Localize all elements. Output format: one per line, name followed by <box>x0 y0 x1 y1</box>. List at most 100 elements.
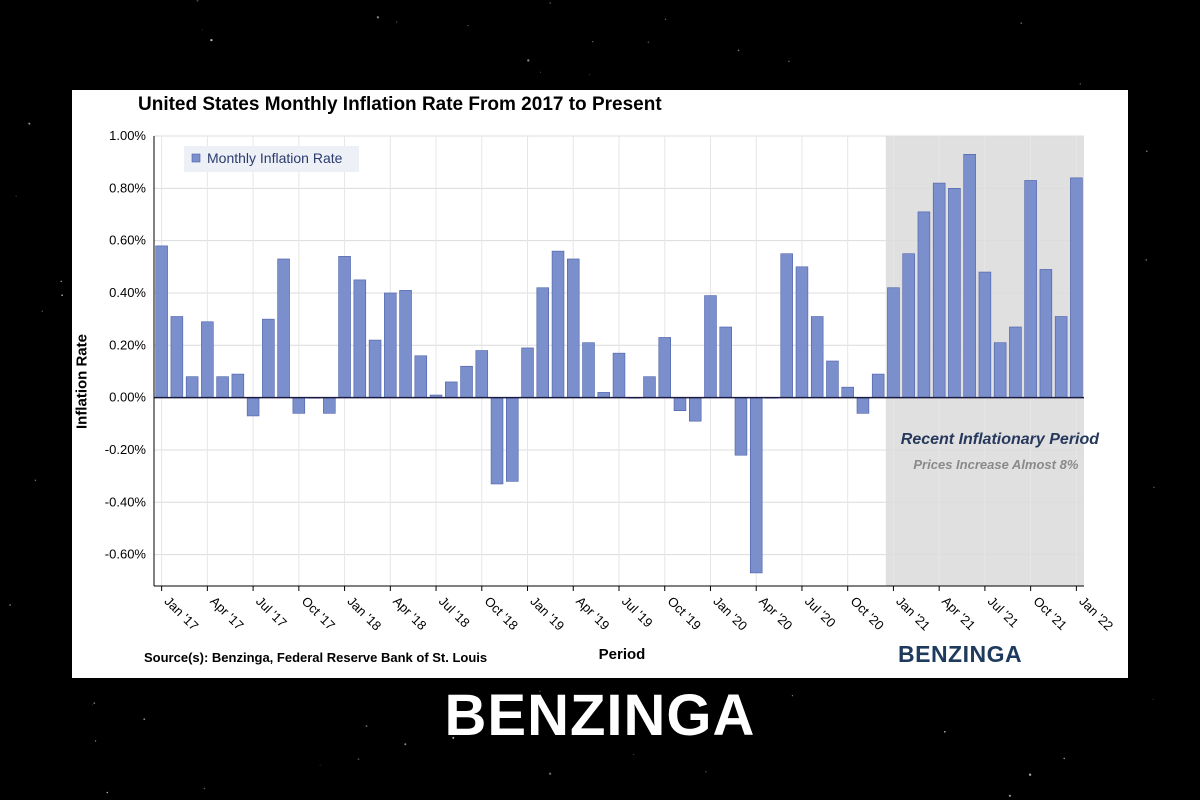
x-tick-label: Apr '20 <box>756 594 795 633</box>
benzinga-logo-large: BENZINGA <box>444 683 756 748</box>
star <box>396 21 398 23</box>
bar-nov-19 <box>673 397 687 412</box>
legend-swatch <box>191 153 201 163</box>
star <box>647 41 650 43</box>
star <box>549 2 552 4</box>
highlight-annotation-title: Recent Inflationary Period <box>901 431 1100 448</box>
star <box>467 25 469 26</box>
x-tick-label: Jul '20 <box>802 594 839 631</box>
bar-jul-17 <box>246 397 260 417</box>
x-tick-label: Apr '19 <box>573 594 612 633</box>
x-tick-label: Apr '21 <box>939 594 978 633</box>
star <box>788 60 790 63</box>
star <box>365 725 368 727</box>
bar-aug-18 <box>445 381 458 398</box>
bar-jan-22 <box>1070 177 1083 398</box>
y-tick-label: 1.00% <box>109 128 146 143</box>
star <box>92 704 94 706</box>
bar-dec-19 <box>688 397 702 422</box>
bar-may-19 <box>582 342 595 398</box>
star <box>15 195 17 197</box>
star <box>737 49 740 52</box>
star <box>527 59 530 62</box>
bar-nov-18 <box>490 397 504 485</box>
star <box>539 71 541 73</box>
bar-feb-17 <box>170 316 184 398</box>
bar-jun-19 <box>597 392 610 398</box>
star <box>705 771 707 773</box>
star <box>647 724 649 726</box>
star <box>60 280 62 283</box>
bar-apr-18 <box>384 292 397 398</box>
y-tick-label: 0.20% <box>109 337 146 352</box>
chart-card: United States Monthly Inflation Rate Fro… <box>72 90 1128 678</box>
star <box>1020 22 1023 25</box>
x-tick-label: Jul '21 <box>985 594 1022 631</box>
bar-oct-21 <box>1024 180 1037 398</box>
star <box>106 791 109 794</box>
x-tick-label: Jan '19 <box>527 594 567 634</box>
x-tick-label: Jan '17 <box>162 594 202 634</box>
y-tick-label: 0.60% <box>109 233 146 248</box>
bar-may-17 <box>216 376 229 398</box>
y-tick-label: 0.00% <box>109 390 146 405</box>
bar-apr-21 <box>932 182 946 398</box>
star <box>9 604 11 606</box>
star <box>196 0 199 2</box>
star <box>791 695 793 697</box>
x-tick-label: Apr '18 <box>390 594 429 633</box>
highlight-annotation-subtitle: Prices Increase Almost 8% <box>913 457 1078 472</box>
bar-jul-19 <box>612 352 626 398</box>
star <box>1145 259 1147 261</box>
bar-oct-17 <box>292 397 306 414</box>
star <box>143 718 146 721</box>
x-tick-label: Oct '17 <box>299 594 338 633</box>
star <box>404 743 407 746</box>
star <box>95 740 97 742</box>
bar-feb-21 <box>902 253 915 398</box>
bar-mar-20 <box>734 397 748 456</box>
star <box>1008 794 1011 797</box>
y-axis-label: Inflation Rate <box>73 334 91 430</box>
x-tick-label: Apr '17 <box>207 594 246 633</box>
bar-aug-21 <box>993 342 1007 398</box>
star <box>93 702 96 704</box>
bar-may-21 <box>948 188 961 398</box>
y-tick-label: -0.60% <box>105 547 147 562</box>
star <box>548 772 552 775</box>
bar-jun-20 <box>780 253 793 398</box>
legend-label: Monthly Inflation Rate <box>207 150 343 166</box>
y-tick-label: 0.40% <box>109 285 146 300</box>
bar-oct-20 <box>841 386 854 398</box>
bar-feb-19 <box>536 287 550 398</box>
star <box>592 40 594 43</box>
benzinga-logo-small: BENZINGA <box>898 641 1023 667</box>
bar-aug-17 <box>262 318 275 398</box>
x-tick-label: Oct '19 <box>665 594 704 633</box>
x-tick-label: Oct '18 <box>482 594 521 633</box>
bar-sep-17 <box>277 258 290 398</box>
star <box>34 479 37 482</box>
bar-apr-20 <box>749 397 763 574</box>
bar-jun-18 <box>414 355 428 398</box>
star <box>1153 486 1155 489</box>
x-tick-label: Jan '20 <box>710 594 750 634</box>
legend-box <box>184 146 359 172</box>
star <box>41 310 43 312</box>
bar-dec-18 <box>506 397 519 482</box>
star <box>28 122 31 125</box>
star <box>201 29 203 31</box>
star <box>210 38 213 42</box>
star <box>1079 83 1082 85</box>
bar-dec-21 <box>1054 316 1068 398</box>
star <box>1146 150 1148 153</box>
x-axis-label: Period <box>598 646 646 663</box>
bar-jul-20 <box>795 266 809 398</box>
y-tick-label: -0.40% <box>105 494 147 509</box>
star <box>589 74 590 75</box>
star <box>376 16 380 19</box>
star <box>539 690 541 692</box>
bar-may-18 <box>399 290 412 398</box>
bar-mar-19 <box>551 250 565 398</box>
chart-title: United States Monthly Inflation Rate Fro… <box>138 94 662 115</box>
